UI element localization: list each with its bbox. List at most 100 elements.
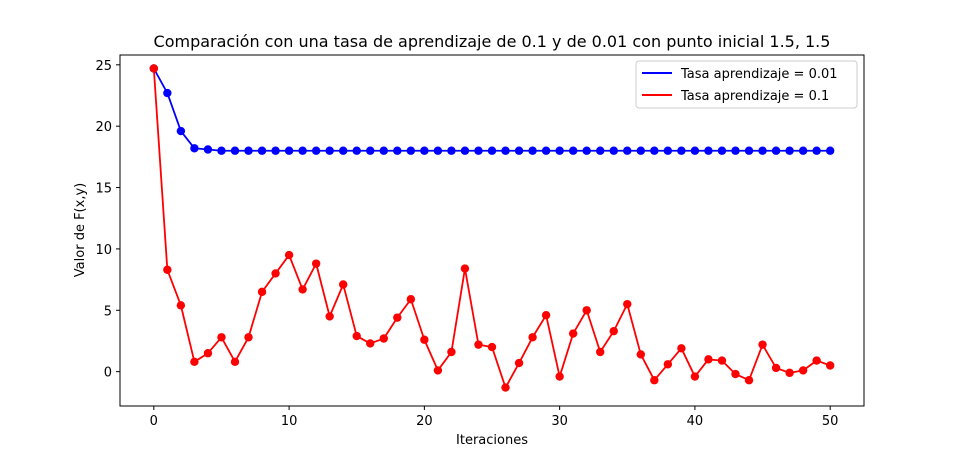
series-1-point-24 [474, 340, 483, 349]
legend-box [635, 60, 858, 109]
series-layer [149, 64, 835, 392]
series-0-point-48 [798, 146, 808, 155]
y-tick-label-2: 10 [95, 243, 112, 258]
series-1-point-9 [271, 269, 280, 278]
x-tick-label-4: 40 [687, 414, 704, 429]
series-1-point-48 [798, 366, 808, 375]
series-0-point-24 [474, 146, 483, 155]
y-axis-label: Valor de F(x,y) [73, 183, 88, 277]
x-tick-label-2: 20 [416, 414, 433, 429]
series-0-point-15 [352, 146, 361, 155]
y-tick-label-3: 15 [95, 182, 112, 197]
series-0-point-36 [636, 146, 645, 155]
series-0-point-26 [501, 146, 510, 155]
series-1-point-46 [771, 363, 781, 373]
series-1-point-22 [447, 347, 456, 357]
series-0-point-14 [339, 146, 348, 155]
series-1-point-19 [406, 295, 416, 304]
plot-frame [119, 54, 865, 407]
series-1-point-25 [487, 342, 497, 352]
series-0-point-16 [366, 146, 375, 155]
series-0-point-12 [311, 146, 321, 155]
series-0-point-22 [447, 146, 456, 155]
chart-title: Comparación con una tasa de aprendizaje … [154, 32, 831, 51]
series-0-point-17 [379, 146, 388, 155]
legend: Tasa aprendizaje = 0.01 Tasa aprendizaje… [635, 60, 858, 109]
series-0-point-28 [528, 146, 537, 155]
series-1-point-17 [379, 334, 388, 343]
series-0-point-35 [623, 146, 632, 155]
x-tick-label-5: 50 [822, 414, 839, 429]
series-0-point-31 [568, 146, 578, 155]
axes-layer: 0 10 20 30 40 50 0 5 10 15 20 25 [95, 59, 838, 429]
series-1-point-3 [190, 357, 199, 367]
series-0-point-7 [244, 146, 253, 155]
series-0-point-30 [555, 146, 564, 155]
series-1-point-29 [541, 310, 551, 320]
series-0-point-13 [325, 146, 334, 155]
series-1-point-32 [582, 306, 591, 315]
series-0-point-32 [582, 146, 591, 155]
legend-label-1: Tasa aprendizaje = 0.1 [680, 89, 829, 104]
series-0-point-25 [487, 146, 497, 155]
series-0-point-2 [176, 126, 186, 136]
series-1-point-40 [690, 372, 700, 381]
series-0-point-39 [677, 146, 686, 155]
series-0-point-6 [230, 146, 240, 155]
series-1-point-35 [623, 299, 632, 309]
series-0-point-27 [514, 146, 524, 155]
x-axis-label: Iteraciones [456, 433, 528, 448]
series-0-point-3 [190, 144, 199, 153]
series-1-point-41 [704, 355, 713, 364]
series-1 [149, 64, 835, 392]
series-1-point-6 [230, 357, 240, 367]
series-1-point-8 [257, 287, 267, 297]
series-1-point-45 [758, 340, 767, 349]
series-1-point-26 [501, 383, 510, 392]
y-tick-label-5: 25 [95, 59, 112, 74]
series-0-point-1 [163, 88, 172, 98]
series-1-point-7 [244, 333, 253, 342]
series-1-point-1 [163, 265, 172, 274]
series-1-point-21 [433, 366, 443, 375]
legend-label-0: Tasa aprendizaje = 0.01 [680, 67, 838, 82]
series-1-point-38 [663, 360, 673, 369]
series-1-point-27 [514, 358, 524, 368]
series-0-point-41 [704, 146, 713, 155]
series-0-point-11 [298, 146, 307, 155]
series-1-point-16 [366, 339, 375, 348]
series-0-point-47 [785, 146, 794, 155]
series-0 [149, 64, 835, 155]
series-1-point-14 [339, 280, 348, 289]
series-1-point-20 [420, 335, 429, 344]
series-0-point-46 [771, 146, 781, 155]
series-1-point-12 [311, 259, 321, 268]
series-0-point-40 [690, 146, 700, 155]
y-tick-label-0: 0 [104, 366, 112, 381]
x-tick-label-1: 10 [281, 414, 298, 429]
series-1-point-23 [460, 264, 470, 273]
series-0-point-49 [812, 146, 821, 155]
series-0-point-50 [825, 146, 835, 155]
series-1-point-50 [825, 361, 835, 370]
series-1-point-42 [717, 356, 727, 365]
series-1-point-47 [785, 368, 794, 378]
x-tick-label-3: 30 [551, 414, 568, 429]
series-0-point-19 [406, 146, 416, 155]
series-1-point-49 [812, 356, 821, 365]
y-tick-label-1: 5 [104, 304, 112, 319]
series-1-point-44 [744, 376, 754, 385]
series-1-point-28 [528, 333, 537, 342]
series-0-point-10 [284, 146, 294, 155]
series-0-point-20 [420, 146, 429, 155]
series-0-point-5 [217, 146, 226, 155]
series-1-point-0 [149, 64, 159, 73]
series-1-point-4 [203, 349, 213, 358]
series-1-point-10 [284, 250, 294, 260]
series-1-point-18 [393, 313, 402, 322]
series-0-point-42 [717, 146, 727, 155]
series-0-point-21 [433, 146, 443, 155]
series-1-point-43 [731, 369, 740, 379]
series-0-point-34 [609, 146, 618, 155]
